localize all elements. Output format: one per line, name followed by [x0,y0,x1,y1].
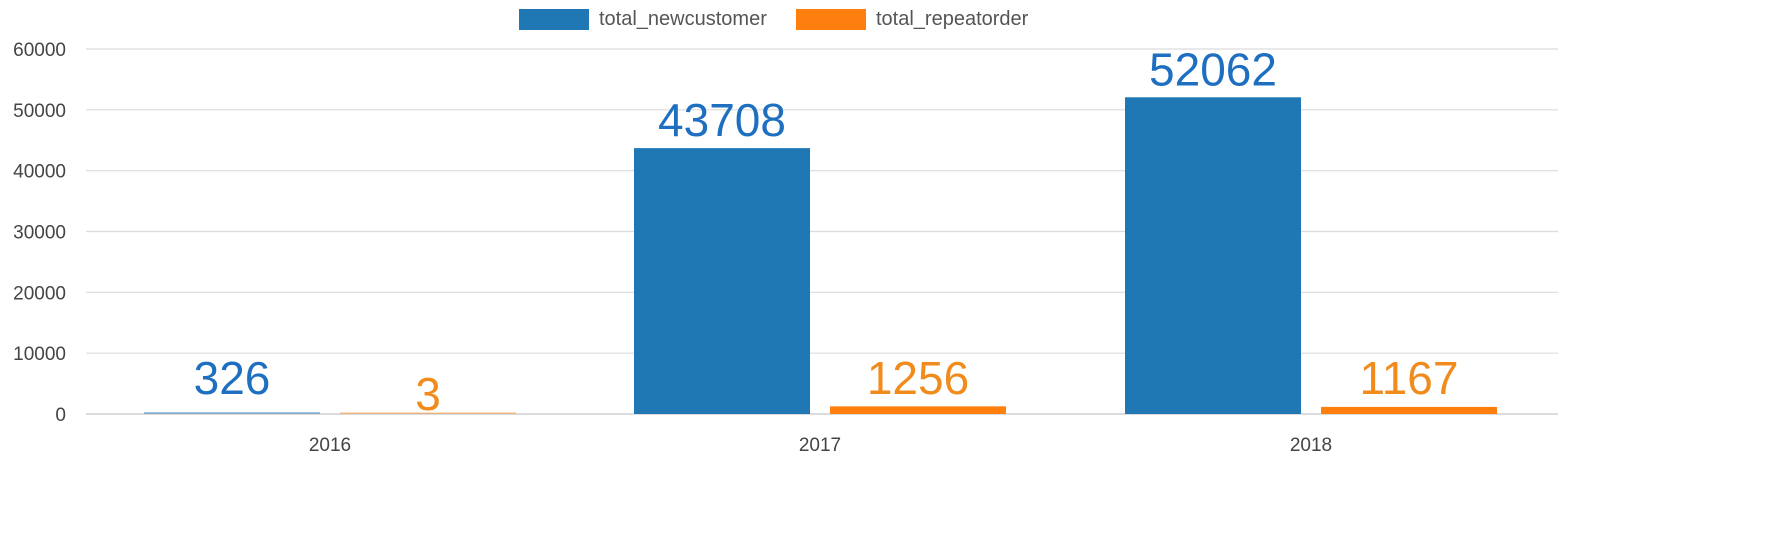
bar-total_newcustomer-2018[interactable] [1125,97,1301,415]
gridlines [86,48,1558,415]
x-tick-label: 2017 [799,435,841,456]
y-tick-label: 40000 [13,162,66,183]
bar-total_newcustomer-2017[interactable] [634,148,810,414]
bar-total_newcustomer-2016[interactable] [144,412,320,414]
data-label: 52062 [1149,43,1277,95]
bars [144,97,1497,415]
data-label: 326 [194,352,271,404]
data-label: 1167 [1360,352,1459,404]
legend-label: total_repeatorder [876,8,1029,30]
data-label: 1256 [867,352,969,404]
x-tick-label: 2016 [309,435,351,456]
x-axis-ticks: 2016 2017 2018 [309,435,1332,456]
x-tick-label: 2018 [1290,435,1332,456]
bar-total_repeatorder-2018[interactable] [1321,406,1497,414]
legend-swatch [796,9,866,30]
y-tick-label: 60000 [13,40,66,61]
y-tick-label: 0 [55,405,66,426]
y-axis-ticks: 0 10000 20000 30000 40000 50000 60000 [13,40,66,426]
y-tick-label: 50000 [13,101,66,122]
bar-total_repeatorder-2016[interactable] [340,412,516,415]
legend-label: total_newcustomer [599,8,767,30]
y-tick-label: 10000 [13,344,66,365]
y-tick-label: 30000 [13,223,66,244]
data-label: 43708 [658,94,786,146]
data-labels: 326 3 43708 1256 52062 1167 [194,43,1459,420]
bar-total_repeatorder-2017[interactable] [830,406,1006,414]
y-tick-label: 20000 [13,283,66,304]
data-label: 3 [415,368,441,420]
legend[interactable]: total_newcustomer total_repeatorder [519,8,1029,30]
legend-swatch [519,9,589,30]
